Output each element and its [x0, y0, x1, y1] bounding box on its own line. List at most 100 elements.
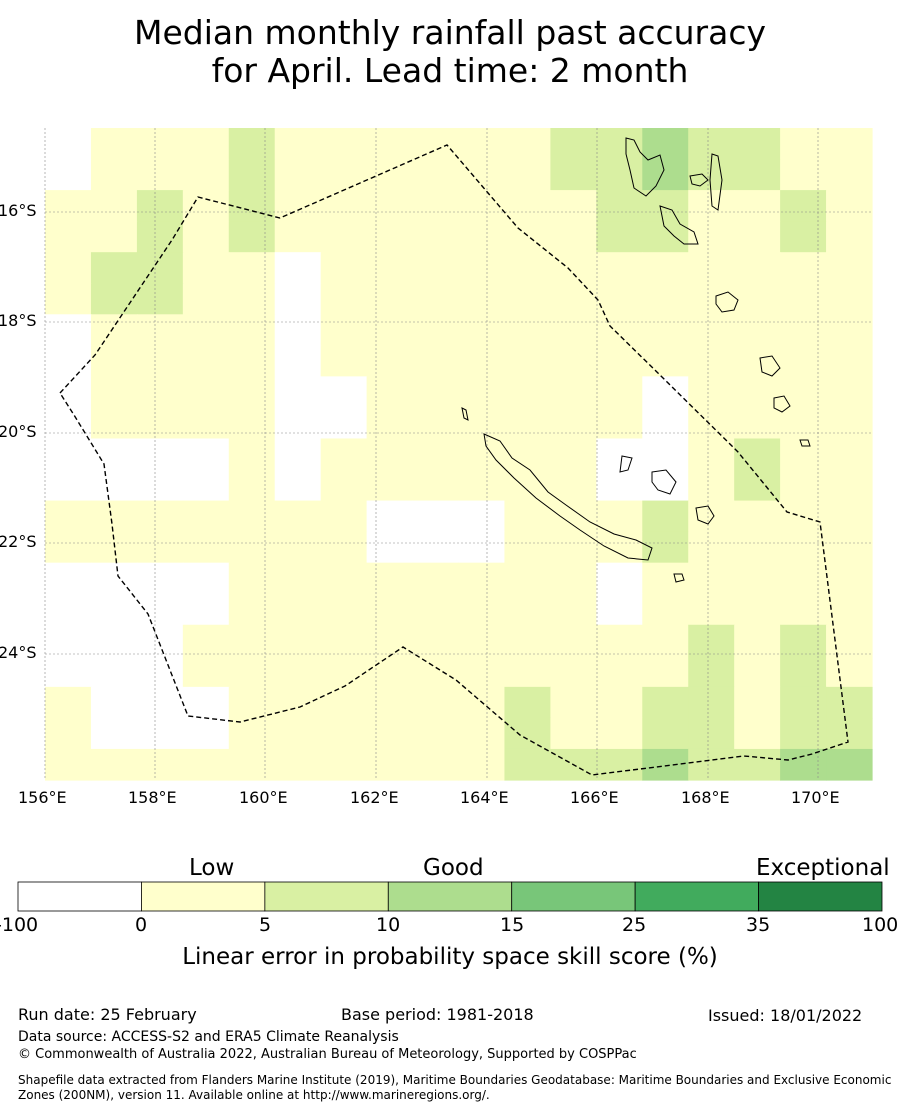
skill-cell [826, 500, 873, 533]
skill-cell [642, 128, 689, 160]
skill-cell [136, 438, 184, 471]
skill-cell [688, 407, 735, 440]
isle-of-pines [673, 573, 685, 583]
skill-cell [550, 562, 597, 595]
skill-cell [136, 655, 184, 688]
skill-cell [550, 314, 597, 346]
skill-cell [182, 314, 230, 346]
skill-cell [596, 407, 643, 440]
skill-cell [366, 562, 414, 595]
skill-cell [826, 314, 873, 346]
skill-cell [458, 407, 506, 440]
skill-cell [320, 748, 368, 781]
skill-cell [734, 562, 781, 595]
belep-islands [461, 407, 469, 421]
skill-cell [458, 314, 506, 346]
skill-cell [780, 376, 827, 409]
skill-cell [458, 562, 506, 595]
skill-cell [182, 500, 230, 533]
title-line-2: for April. Lead time: 2 month [211, 51, 689, 90]
skill-cell [458, 655, 506, 688]
skill-cell [826, 190, 873, 222]
skill-cell [320, 190, 368, 222]
skill-cell [504, 128, 551, 160]
skill-cell [642, 500, 689, 533]
skill-cell [780, 717, 827, 750]
shapefile-credit-line-2: Zones (200NM), version 11. Available onl… [18, 1088, 490, 1102]
skill-cell [366, 500, 414, 533]
skill-cell [366, 252, 414, 284]
skill-cell [45, 500, 92, 533]
skill-cell [274, 469, 322, 502]
skill-cell [45, 252, 92, 284]
lat-label-18s: 18°S [0, 311, 37, 330]
skill-cell [734, 593, 781, 626]
skill-cell [274, 407, 322, 440]
skill-cell [366, 469, 414, 502]
skill-cell [504, 562, 551, 595]
skill-cell [550, 252, 597, 284]
skill-cell [320, 500, 368, 533]
colorbar-tick-minus100: -100 [0, 914, 39, 936]
skill-cell [826, 376, 873, 409]
lon-label-164e: 164°E [460, 788, 509, 807]
skill-cell [596, 748, 643, 781]
skill-cell [90, 283, 138, 315]
skill-cell [688, 252, 735, 284]
skill-cell [780, 314, 827, 346]
skill-cell [228, 748, 276, 781]
skill-cell [550, 655, 597, 688]
skill-cell [458, 748, 506, 781]
skill-cell [642, 314, 689, 346]
skill-cell [412, 283, 460, 315]
skill-cell [642, 469, 689, 502]
skill-cell [826, 159, 873, 191]
skill-cell [642, 624, 689, 657]
skill-cell [90, 252, 138, 284]
skill-cell [642, 655, 689, 688]
skill-cell [228, 717, 276, 750]
skill-cell [780, 283, 827, 315]
skill-cell [412, 407, 460, 440]
skill-cell [642, 593, 689, 626]
skill-cell [504, 314, 551, 346]
skill-cell [780, 624, 827, 657]
skill-cell [826, 531, 873, 564]
skill-cell [320, 438, 368, 471]
loyalty-ouvea [619, 455, 633, 473]
skill-cell [320, 283, 368, 315]
skill-cell [136, 531, 184, 564]
skill-cell [90, 686, 138, 719]
skill-cell [780, 345, 827, 377]
skill-cell [182, 345, 230, 377]
skill-cell [734, 345, 781, 377]
skill-cell [366, 283, 414, 315]
skill-cell [45, 190, 92, 222]
skill-cell [780, 190, 827, 222]
lon-label-168e: 168°E [681, 788, 730, 807]
colorbar-tick-100: 100 [862, 914, 899, 936]
skill-cell [780, 252, 827, 284]
skill-cell [458, 283, 506, 315]
skill-cell [320, 252, 368, 284]
skill-cell [412, 624, 460, 657]
skill-cell [228, 314, 276, 346]
skill-cell [90, 469, 138, 502]
skill-cell [182, 128, 230, 160]
skill-cell [90, 314, 138, 346]
skill-cell [90, 190, 138, 222]
skill-cell [320, 562, 368, 595]
skill-cell [734, 190, 781, 222]
skill-cell [596, 624, 643, 657]
skill-cell [228, 624, 276, 657]
skill-cell [826, 655, 873, 688]
skill-cell [45, 221, 92, 253]
skill-cell [412, 128, 460, 160]
skill-cell [826, 686, 873, 719]
colorbar-segment [387, 881, 513, 912]
skill-cell [826, 469, 873, 502]
skill-cell [734, 407, 781, 440]
skill-cell [320, 717, 368, 750]
skill-cell [182, 376, 230, 409]
skill-cell [45, 717, 92, 750]
